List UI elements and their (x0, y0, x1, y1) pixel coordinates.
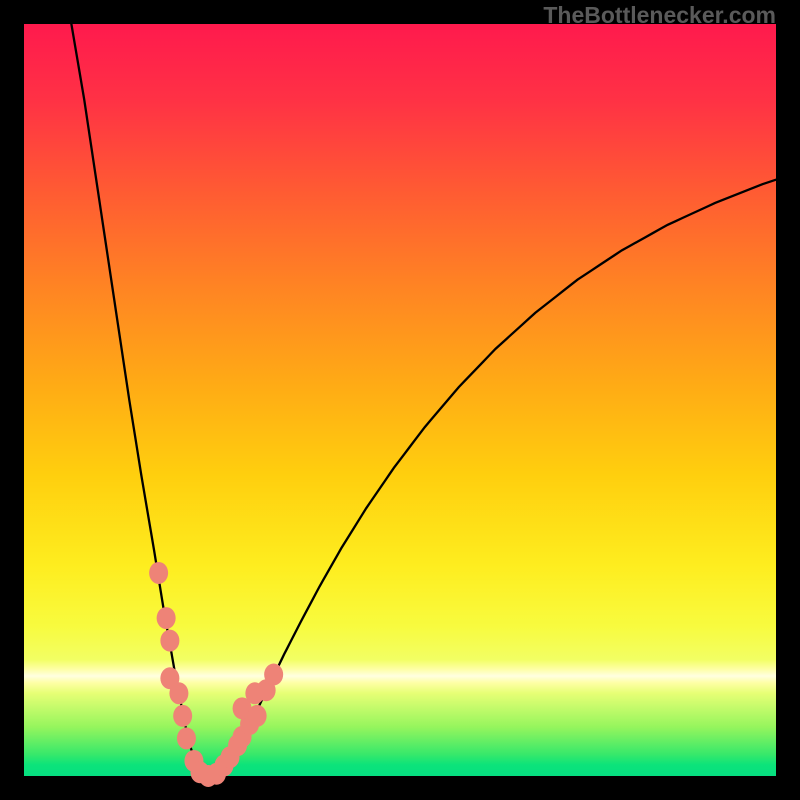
data-marker (149, 562, 168, 584)
data-marker (169, 682, 188, 704)
chart-frame (0, 0, 800, 800)
data-marker (160, 630, 179, 652)
plot-area (24, 24, 776, 776)
data-marker (248, 705, 267, 727)
data-marker (177, 727, 196, 749)
data-marker (264, 663, 283, 685)
data-marker (173, 705, 192, 727)
chart-svg (24, 24, 776, 776)
data-marker (157, 607, 176, 629)
gradient-background (24, 24, 776, 776)
watermark-text: TheBottlenecker.com (543, 2, 776, 29)
